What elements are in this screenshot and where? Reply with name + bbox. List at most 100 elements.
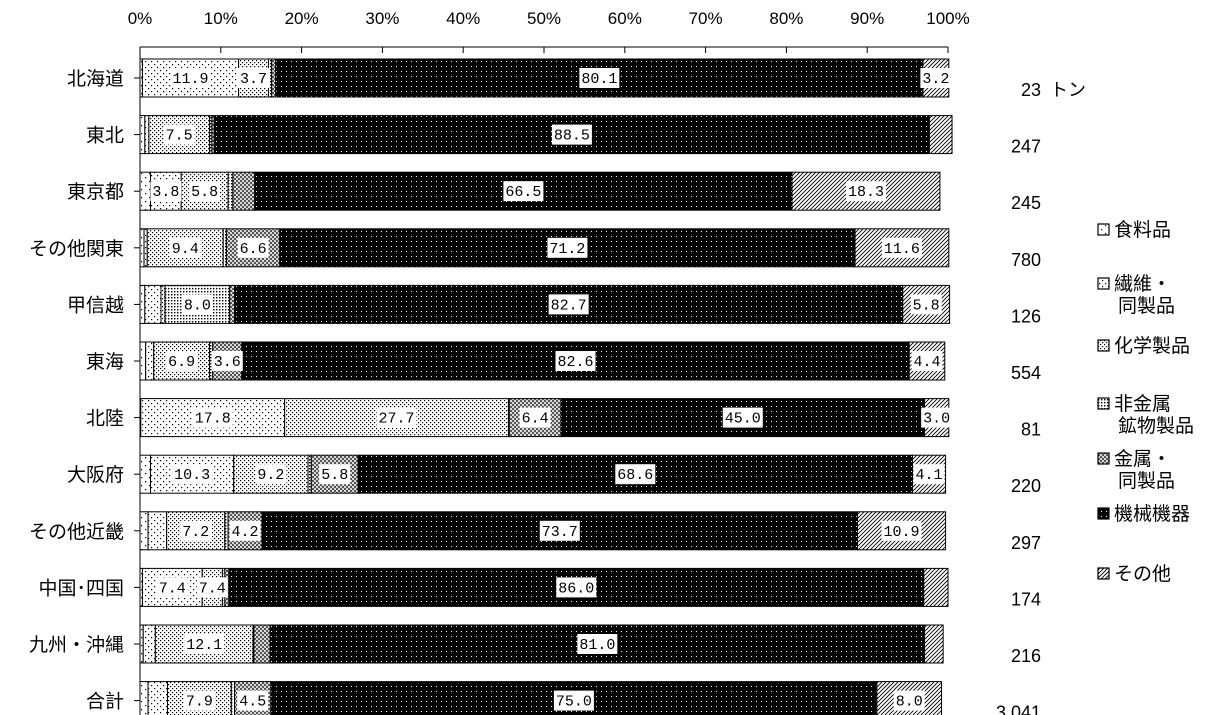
legend-swatch	[1097, 223, 1110, 236]
x-tick-label: 90%	[850, 9, 884, 28]
category-label: 中国･四国	[38, 577, 124, 599]
data-label-bg	[181, 294, 213, 315]
bar-row: 7.2 4.2 73.7 10.9	[139, 511, 947, 551]
category-label: 大阪府	[67, 464, 124, 486]
data-label-bg	[319, 464, 351, 485]
data-label-text: 3.0	[923, 411, 950, 428]
data-label: 3.8	[150, 181, 182, 202]
legend-label: 食料品	[1114, 219, 1171, 241]
data-label: 5.8	[319, 464, 351, 485]
data-label: 12.1	[184, 634, 225, 654]
data-label-bg	[184, 634, 225, 654]
category-label: その他関東	[29, 238, 124, 260]
data-label: 10.9	[881, 520, 922, 541]
data-label: 86.0	[556, 577, 597, 598]
data-label-text: 45.0	[725, 411, 761, 428]
bar-row: 6.9 3.6 82.6 4.4	[139, 341, 946, 381]
data-label-text: 88.5	[554, 128, 590, 145]
data-label: 80.1	[579, 68, 620, 88]
bar-segment	[142, 624, 156, 664]
bar-segment	[227, 171, 234, 211]
data-label: 4.5	[237, 690, 269, 711]
data-label-bg	[548, 294, 589, 315]
row-total: 3,041	[996, 703, 1041, 715]
data-label-bg	[519, 407, 551, 428]
legend-item: 機械機器	[1097, 503, 1190, 525]
data-label-bg	[556, 577, 597, 598]
bar-segment	[928, 115, 953, 155]
data-label: 82.7	[548, 294, 589, 315]
data-label-text: 6.9	[168, 354, 195, 371]
category-label: 東北	[86, 125, 124, 147]
data-label-bg	[615, 464, 656, 485]
bar-row: 9.4 6.6 71.2 11.6	[139, 228, 950, 268]
data-label-text: 5.8	[321, 467, 348, 484]
data-label-bg	[156, 577, 188, 598]
bar-row: 8.0 82.7 5.8	[139, 284, 951, 324]
x-tick-label: 80%	[769, 9, 803, 28]
legend-swatch	[1097, 567, 1110, 580]
data-label: 27.7	[376, 407, 417, 428]
data-label-bg	[169, 237, 201, 258]
row-total: 554	[1011, 363, 1041, 383]
data-label: 3.0	[921, 407, 953, 428]
data-label: 9.4	[169, 237, 201, 258]
x-tick-label: 50%	[527, 9, 561, 28]
data-label-bg	[547, 237, 588, 258]
data-label-text: 18.3	[848, 184, 884, 201]
bar-row: 12.1 81.0	[139, 624, 944, 664]
row-total: 220	[1011, 476, 1041, 496]
data-label-text: 3.2	[922, 71, 949, 88]
legend-swatch	[1097, 277, 1110, 290]
bar-segment	[144, 115, 150, 155]
data-label: 9.2	[255, 464, 287, 485]
data-label-text: 5.8	[191, 184, 218, 201]
bar-segment	[145, 341, 155, 381]
data-label: 68.6	[615, 464, 656, 485]
data-label-text: 10.9	[884, 524, 920, 541]
data-label-text: 7.4	[199, 580, 226, 597]
data-label-bg	[237, 237, 269, 258]
data-label-text: 7.2	[182, 524, 209, 541]
bar-segment	[147, 681, 168, 715]
data-label-bg	[150, 181, 182, 202]
data-label-text: 81.0	[579, 637, 615, 654]
data-label: 11.6	[881, 237, 922, 258]
data-label-bg	[229, 520, 261, 541]
data-label: 6.9	[166, 351, 198, 371]
category-label: 東海	[86, 351, 124, 373]
data-label-text: 66.5	[505, 184, 541, 201]
data-label-text: 4.5	[239, 694, 266, 711]
x-axis: 0% 10% 20% 30% 40% 50% 60% 70% 80% 90% 100%	[128, 9, 970, 715]
data-label-text: 12.1	[186, 637, 222, 654]
data-label-bg	[845, 181, 886, 202]
data-label-text: 73.7	[542, 524, 578, 541]
data-label-text: 9.4	[172, 241, 199, 258]
bar-segment	[147, 511, 168, 551]
data-label-text: 10.3	[174, 467, 210, 484]
bar-segment	[144, 284, 162, 324]
data-label-text: 3.6	[214, 354, 241, 371]
data-label-bg	[170, 68, 211, 88]
data-label-bg	[539, 520, 580, 541]
data-label: 73.7	[539, 520, 580, 541]
data-label-text: 6.6	[240, 241, 267, 258]
x-tick-label: 20%	[285, 9, 319, 28]
data-label-bg	[911, 351, 943, 371]
data-label-text: 5.8	[913, 297, 940, 314]
bar-segment	[271, 58, 277, 98]
legend-label: 鉱物製品	[1118, 415, 1194, 437]
bar-segment	[139, 454, 152, 494]
legend-item: 化学製品	[1097, 335, 1190, 357]
data-label: 7.9	[183, 690, 215, 711]
data-label-text: 80.1	[581, 71, 617, 88]
data-label-bg	[555, 351, 596, 371]
bar-segment	[232, 171, 256, 211]
data-label: 5.8	[910, 294, 942, 315]
data-label-bg	[553, 690, 594, 711]
data-label-text: 7.9	[186, 694, 213, 711]
row-total: 216	[1011, 646, 1041, 666]
data-label: 75.0	[553, 690, 594, 711]
data-label: 7.4	[156, 577, 188, 598]
